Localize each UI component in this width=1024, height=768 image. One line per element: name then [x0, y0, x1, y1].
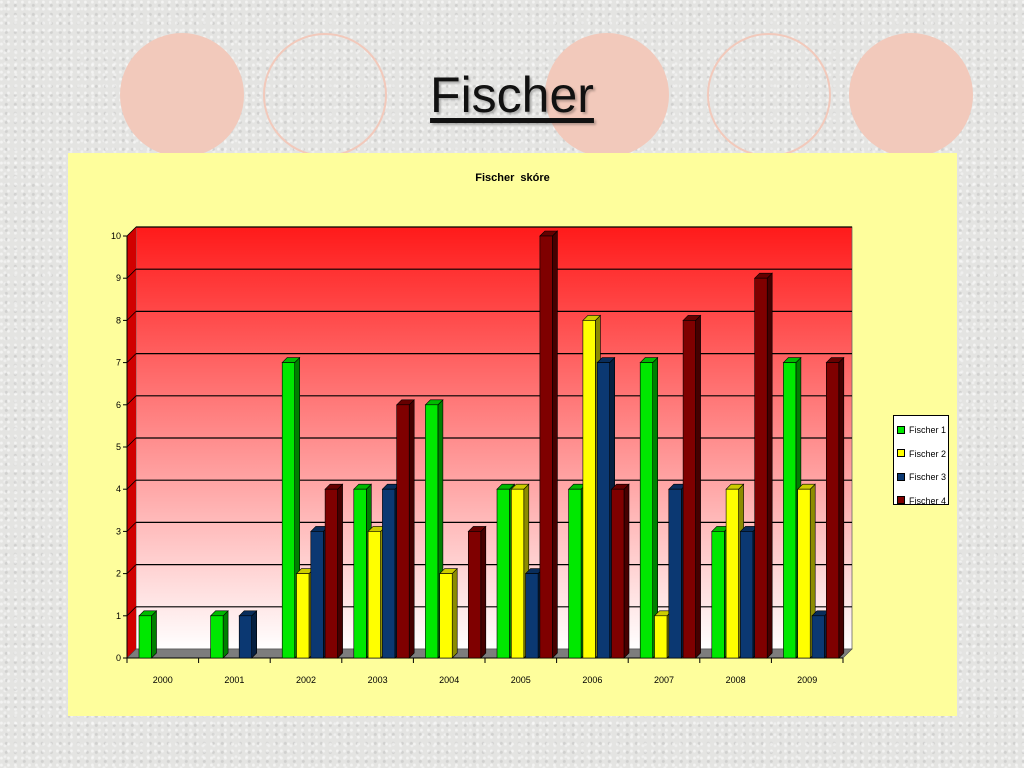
- chart-title: Fischer skóre: [475, 172, 550, 184]
- bar: [783, 362, 797, 659]
- gridline-side: [126, 353, 137, 363]
- bar-side: [623, 483, 630, 659]
- legend-item: Fischer 3: [897, 470, 946, 484]
- y-tick-label: 6: [116, 400, 121, 410]
- legend-item: Fischer 4: [897, 494, 946, 508]
- bar-side: [695, 314, 701, 659]
- x-tick-label: 2007: [654, 675, 674, 685]
- legend-swatch: [897, 425, 905, 434]
- bar: [596, 362, 611, 659]
- bar: [525, 573, 539, 659]
- y-tick-label: 5: [116, 442, 121, 452]
- gridline-side: [126, 395, 137, 406]
- bar-side: [480, 525, 487, 659]
- bar-side: [766, 272, 773, 659]
- bar: [238, 615, 252, 659]
- bar: [439, 573, 453, 659]
- chart-legend: Fischer 1 Fischer 2 Fischer 3 Fischer 4: [893, 415, 949, 508]
- bar: [711, 531, 725, 659]
- bar-side: [337, 483, 343, 659]
- bar: [539, 235, 553, 659]
- legend-swatch: [897, 449, 905, 458]
- decorative-circle: [545, 33, 669, 157]
- bar: [382, 488, 396, 659]
- y-tick-label: 8: [116, 315, 121, 325]
- x-tick-label: 2009: [797, 675, 817, 685]
- decorative-circle: [120, 33, 244, 157]
- bar: [467, 531, 482, 659]
- y-tick-label: 1: [116, 611, 121, 621]
- y-tick-label: 7: [116, 358, 121, 368]
- bar: [668, 488, 682, 659]
- bar-side: [251, 610, 257, 659]
- bar: [324, 488, 338, 659]
- bar-side: [408, 399, 415, 659]
- bar: [310, 531, 324, 659]
- bar: [510, 488, 525, 659]
- gridline-side: [126, 311, 137, 321]
- x-tick-label: 2001: [224, 675, 244, 685]
- legend-label: Fischer 4: [909, 495, 947, 506]
- bar-side: [222, 610, 229, 659]
- bar: [654, 615, 668, 659]
- bar: [568, 488, 582, 659]
- legend-item: Fischer 2: [897, 447, 946, 461]
- legend-label: Fischer 1: [909, 425, 947, 435]
- bar: [296, 573, 310, 659]
- bar: [353, 488, 367, 659]
- bar-side: [451, 567, 458, 659]
- gridline-side: [126, 226, 137, 237]
- bar: [281, 362, 295, 659]
- x-tick-label: 2004: [439, 675, 459, 685]
- x-tick-label: 2003: [368, 675, 388, 685]
- bar: [496, 488, 510, 659]
- bar: [138, 615, 152, 659]
- bar: [725, 488, 739, 659]
- gridline-side: [126, 564, 137, 574]
- x-tick-label: 2002: [296, 675, 316, 685]
- y-tick-label: 10: [111, 231, 121, 241]
- gridline-side: [126, 522, 137, 532]
- bar: [210, 615, 224, 659]
- gridline-side: [126, 606, 137, 617]
- bar-side: [151, 610, 157, 659]
- bar-side: [838, 356, 845, 659]
- y-tick-label: 0: [116, 653, 121, 663]
- decorative-circle: [849, 33, 973, 157]
- bar: [396, 404, 410, 659]
- x-tick-label: 2008: [726, 675, 746, 685]
- y-tick-label: 3: [116, 526, 121, 536]
- x-tick-label: 2000: [153, 675, 173, 685]
- legend-item: Fischer 1: [897, 423, 946, 437]
- legend-label: Fischer 2: [909, 448, 947, 459]
- slide-title: Fischer: [430, 67, 594, 123]
- bar: [367, 531, 381, 659]
- bar: [740, 531, 754, 659]
- legend-label: Fischer 3: [909, 472, 947, 482]
- bar: [825, 362, 840, 659]
- chart-panel: 0 1 2 3 4 5 6 7 8 9 10 2000 2001 2002 2003 2004 2005 2006…: [68, 153, 957, 716]
- bar-side: [552, 230, 558, 659]
- x-tick-label: 2006: [582, 675, 602, 685]
- gridline-side: [126, 479, 137, 490]
- y-tick-label: 2: [116, 569, 121, 579]
- legend-swatch: [897, 496, 905, 505]
- gridline-side: [126, 437, 137, 448]
- legend-swatch: [897, 472, 905, 481]
- y-tick-label: 4: [116, 484, 121, 494]
- bar-chart: 0 1 2 3 4 5 6 7 8 9 10 2000 2001 2002 2003 2004 2005 2006…: [111, 226, 853, 685]
- x-tick-label: 2005: [511, 675, 531, 685]
- bar: [639, 362, 654, 659]
- bar: [811, 615, 825, 659]
- bar: [425, 404, 439, 659]
- bar: [611, 488, 625, 659]
- y-tick-label: 9: [116, 273, 121, 283]
- gridline-side: [126, 268, 137, 279]
- bar: [754, 277, 768, 659]
- bar: [797, 488, 811, 659]
- bar: [682, 320, 696, 659]
- bar: [582, 320, 596, 659]
